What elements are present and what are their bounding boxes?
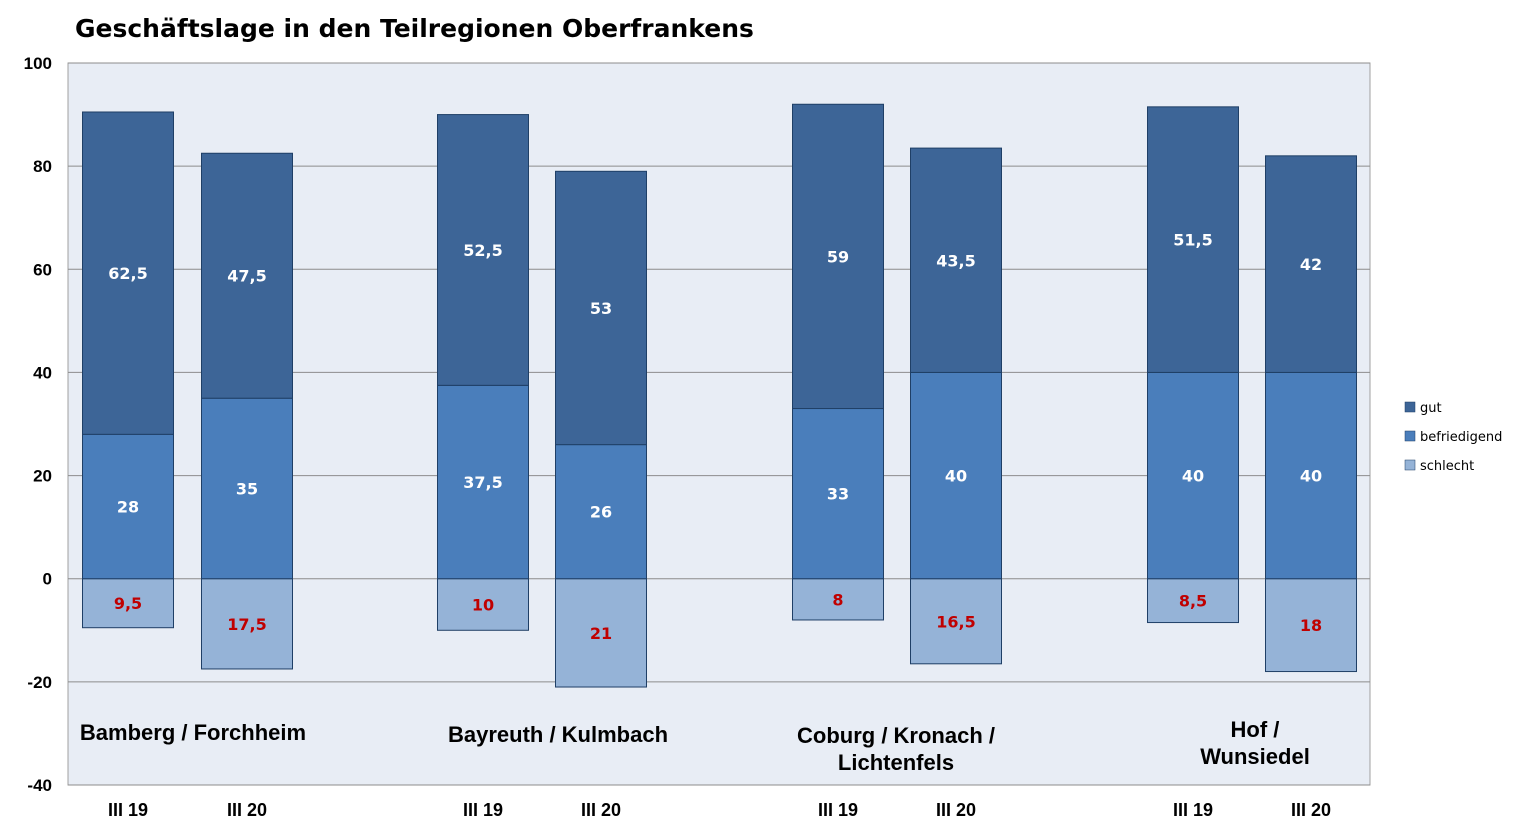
bar-befriedigend (555, 444, 647, 580)
bar-befriedigend (1265, 371, 1357, 580)
bar-gut (82, 111, 174, 435)
bar-gut (1147, 106, 1239, 373)
bar-schlecht (910, 578, 1002, 665)
data-label-gut: 51,5 (1173, 231, 1212, 250)
legend-swatch (1404, 430, 1416, 442)
y-tick-label: 100 (24, 54, 52, 73)
x-tick-label: III 20 (227, 800, 267, 820)
data-label-gut: 53 (590, 299, 612, 318)
data-label-schlecht: 9,5 (114, 594, 142, 613)
legend-label: gut (1420, 401, 1442, 416)
y-tick-label: 0 (43, 570, 52, 589)
data-label-schlecht: 10 (472, 596, 494, 615)
bar-befriedigend (792, 408, 884, 580)
data-label-schlecht: 16,5 (936, 612, 975, 631)
y-tick-label: -40 (27, 776, 52, 795)
data-label-befriedigend: 35 (236, 479, 258, 498)
bar-gut (437, 114, 529, 386)
bar-gut (910, 147, 1002, 373)
group-label: Coburg / Kronach / (797, 723, 995, 748)
x-tick-label: III 19 (1173, 800, 1213, 820)
data-label-befriedigend: 40 (1300, 467, 1322, 486)
data-label-befriedigend: 26 (590, 503, 612, 522)
chart-title: Geschäftslage in den Teilregionen Oberfr… (75, 14, 754, 43)
bar-schlecht (1265, 578, 1357, 673)
legend-label: befriedigend (1420, 430, 1502, 445)
x-tick-label: III 19 (818, 800, 858, 820)
legend-swatch (1404, 459, 1416, 471)
data-label-befriedigend: 37,5 (463, 473, 502, 492)
data-label-befriedigend: 33 (827, 485, 849, 504)
y-tick-label: -20 (27, 673, 52, 692)
data-label-gut: 43,5 (936, 251, 975, 270)
y-tick-label: 40 (33, 363, 52, 382)
x-tick-label: III 20 (1291, 800, 1331, 820)
data-label-schlecht: 8 (832, 590, 843, 609)
group-label: Hof / (1231, 717, 1280, 742)
bar-gut (555, 170, 647, 446)
bar-befriedigend (437, 384, 529, 580)
legend-swatch (1404, 401, 1416, 413)
bar-befriedigend (201, 397, 293, 580)
bar-befriedigend (82, 433, 174, 580)
x-tick-label: III 20 (936, 800, 976, 820)
x-tick-label: III 20 (581, 800, 621, 820)
y-tick-label: 60 (33, 260, 52, 279)
bar-befriedigend (910, 371, 1002, 580)
group-label: Bayreuth / Kulmbach (448, 722, 668, 747)
bar-gut (201, 152, 293, 399)
data-label-schlecht: 21 (590, 624, 612, 643)
bar-gut (1265, 155, 1357, 373)
group-label: Wunsiedel (1200, 744, 1310, 769)
bar-schlecht (201, 578, 293, 670)
data-label-befriedigend: 28 (117, 498, 139, 517)
data-label-schlecht: 18 (1300, 616, 1322, 635)
data-label-gut: 62,5 (108, 264, 147, 283)
data-label-befriedigend: 40 (945, 467, 967, 486)
y-tick-label: 20 (33, 467, 52, 486)
x-tick-label: III 19 (463, 800, 503, 820)
bar-schlecht (82, 578, 174, 629)
data-label-schlecht: 17,5 (227, 615, 266, 634)
legend-label: schlecht (1420, 459, 1474, 474)
data-label-gut: 47,5 (227, 267, 266, 286)
data-label-gut: 52,5 (463, 241, 502, 260)
x-tick-label: III 19 (108, 800, 148, 820)
data-label-befriedigend: 40 (1182, 467, 1204, 486)
y-tick-label: 80 (33, 157, 52, 176)
group-label: Bamberg / Forchheim (80, 720, 306, 745)
bar-schlecht (1147, 578, 1239, 624)
bar-befriedigend (1147, 371, 1239, 580)
bar-schlecht (437, 578, 529, 631)
group-label: Lichtenfels (838, 750, 954, 775)
data-label-schlecht: 8,5 (1179, 592, 1207, 611)
bar-gut (792, 103, 884, 410)
data-label-gut: 42 (1300, 255, 1322, 274)
data-label-gut: 59 (827, 247, 849, 266)
bar-schlecht (555, 578, 647, 688)
